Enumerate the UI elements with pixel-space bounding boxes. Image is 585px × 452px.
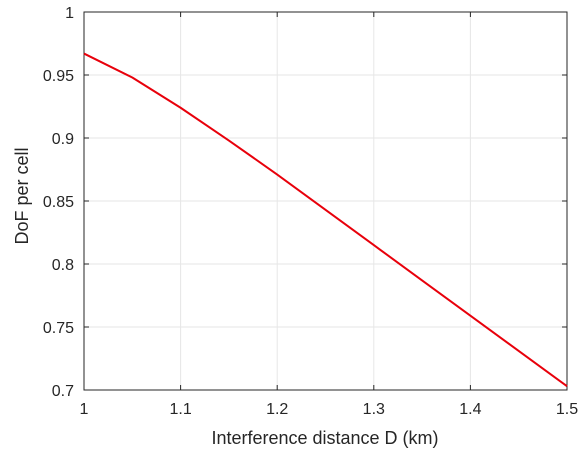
- x-tick-label: 1.3: [363, 401, 385, 418]
- y-tick-label: 0.85: [43, 194, 74, 211]
- x-tick-label: 1.1: [169, 401, 191, 418]
- series-group: [83, 52, 568, 388]
- series-line: [83, 52, 568, 388]
- x-tick-label: 1: [80, 401, 89, 418]
- y-tick-label: 0.8: [52, 257, 74, 274]
- x-axis-label: Interference distance D (km): [211, 428, 438, 448]
- x-tick-label: 1.2: [266, 401, 288, 418]
- y-tick-label: 0.75: [43, 320, 74, 337]
- y-tick-label: 0.95: [43, 68, 74, 85]
- y-tick-label: 0.9: [52, 131, 74, 148]
- x-tick-label: 1.4: [459, 401, 481, 418]
- y-tick-label: 1: [65, 5, 74, 22]
- y-tick-label: 0.7: [52, 383, 74, 400]
- x-tick-label: 1.5: [556, 401, 578, 418]
- y-axis-label: DoF per cell: [12, 147, 32, 244]
- axis-ticks: 1 1.1 1.2 1.3 1.4 1.5 0.7 0.75 0.8 0.85 0.9 0.95 1: [43, 5, 578, 418]
